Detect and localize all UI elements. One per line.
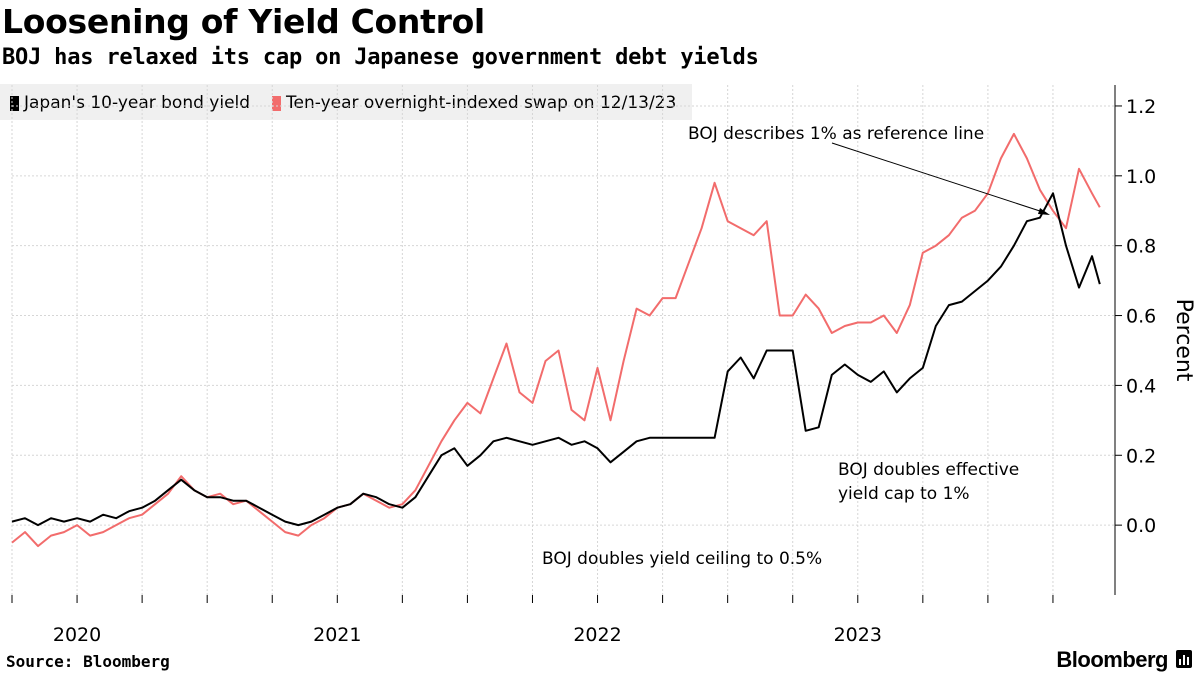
source-note: Source: Bloomberg — [6, 652, 170, 671]
annotation-reference-line: BOJ describes 1% as reference line — [688, 124, 984, 144]
y-axis-label: Percent — [1171, 299, 1196, 382]
y-tick-label: 1.2 — [1126, 96, 1156, 118]
y-tick-label: 1.0 — [1126, 166, 1156, 188]
annotation-arrow-line — [831, 142, 1047, 214]
terminal-icon — [1176, 650, 1192, 668]
axes: 1.2 1.0 0.8 0.6 0.4 0.2 0.0 2020 2021 2022 2023 — [11, 85, 1156, 646]
legend-swatch-jgb — [10, 95, 19, 111]
y-tick-label: 0.8 — [1126, 236, 1156, 258]
y-tick-label: 0.2 — [1126, 445, 1156, 467]
annotation-effective-cap-line2: yield cap to 1% — [838, 484, 970, 504]
legend: Japan's 10-year bond yield Ten-year over… — [0, 84, 692, 120]
annotation-effective-cap-line1: BOJ doubles effective — [838, 460, 1019, 480]
chart-subtitle: BOJ has relaxed its cap on Japanese gove… — [2, 45, 759, 70]
annotation-arrowhead — [1038, 208, 1050, 215]
y-tick-label: 0.4 — [1126, 375, 1156, 397]
y-tick-label: 0.6 — [1126, 306, 1156, 328]
series-lines — [11, 132, 1101, 548]
x-tick-label: 2021 — [313, 624, 361, 646]
gridlines — [11, 85, 1115, 595]
x-tick-label: 2020 — [53, 624, 101, 646]
legend-swatch-swap — [272, 95, 281, 111]
annotations: BOJ describes 1% as reference line BOJ d… — [542, 124, 1050, 569]
chart-title: Loosening of Yield Control — [2, 2, 485, 41]
x-tick-label: 2022 — [573, 624, 621, 646]
x-tick-label: 2023 — [834, 624, 882, 646]
legend-label-jgb: Japan's 10-year bond yield — [24, 93, 251, 113]
annotation-ceiling: BOJ doubles yield ceiling to 0.5% — [542, 549, 822, 569]
brand-logo-text: Bloomberg — [1056, 647, 1168, 672]
legend-item-jgb: Japan's 10-year bond yield — [10, 93, 250, 113]
y-tick-label: 0.0 — [1126, 515, 1156, 537]
legend-label-swap: Ten-year overnight-indexed swap on 12/13… — [286, 93, 677, 113]
series-line-jgb — [11, 192, 1101, 527]
legend-item-swap: Ten-year overnight-indexed swap on 12/13… — [272, 93, 676, 113]
